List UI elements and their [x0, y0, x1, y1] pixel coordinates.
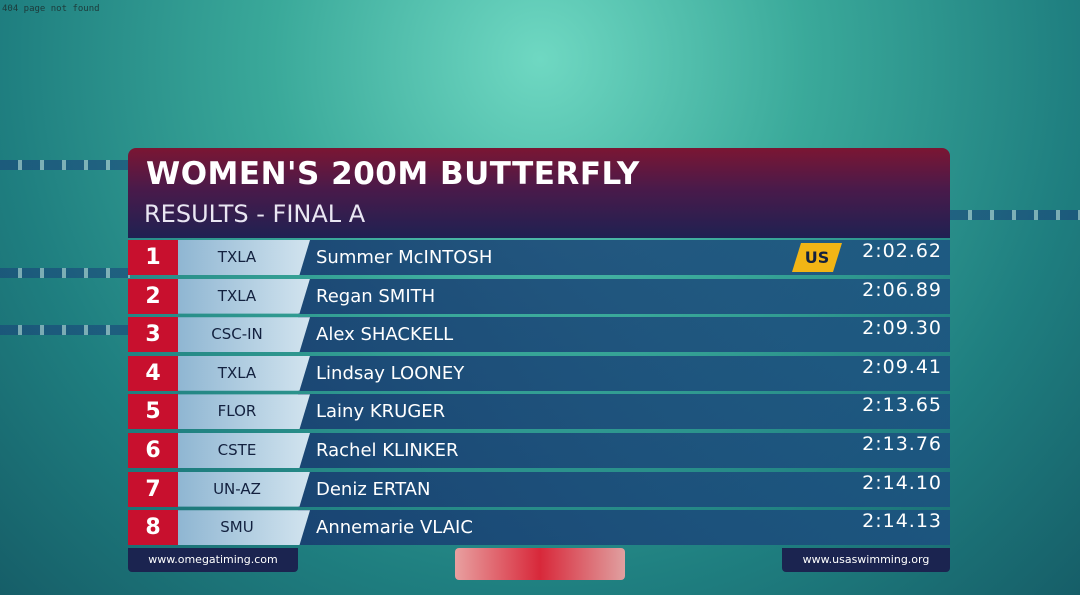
swimmer-name: Alex SHACKELL	[316, 324, 454, 346]
swimmer-name: Annemarie VLAIC	[316, 517, 473, 539]
swimmer-name: Lainy KRUGER	[316, 401, 446, 423]
swimmer-name: Regan SMITH	[316, 285, 436, 307]
row-background	[298, 433, 950, 468]
event-title: WOMEN'S 200M BUTTERFLY	[146, 156, 640, 192]
rank: 8	[128, 510, 178, 546]
row-background	[298, 510, 950, 546]
row-background	[298, 471, 950, 507]
lane-rope	[0, 268, 130, 278]
swimmer-name: Rachel KLINKER	[316, 440, 459, 461]
rank: 7	[128, 471, 178, 507]
time: 2:09.41	[862, 355, 942, 378]
result-row: 5 FLOR Lainy KRUGER 2:13.65	[128, 394, 950, 430]
rank: 4	[128, 355, 178, 391]
result-row: 2 TXLA Regan SMITH 2:06.89	[128, 278, 950, 314]
team: TXLA	[178, 278, 310, 314]
time: 2:14.13	[862, 510, 942, 533]
swimmer-name: Lindsay LOONEY	[316, 362, 465, 384]
row-background	[298, 317, 950, 353]
result-row: 4 TXLA Lindsay LOONEY 2:09.41	[128, 355, 950, 391]
lane-rope	[0, 160, 130, 170]
team: TXLA	[178, 240, 310, 275]
footer-right: www.usaswimming.org	[782, 548, 950, 572]
result-row: 3 CSC-IN Alex SHACKELL 2:09.30	[128, 317, 950, 353]
team: CSTE	[178, 433, 310, 468]
time: 2:02.62	[862, 240, 942, 262]
rank: 1	[128, 240, 178, 275]
header-panel: WOMEN'S 200M BUTTERFLY RESULTS - FINAL A	[128, 148, 950, 238]
team: SMU	[178, 510, 310, 546]
page-note: 404 page not found	[2, 4, 100, 14]
result-row: 8 SMU Annemarie VLAIC 2:14.13	[128, 510, 950, 546]
rank: 3	[128, 317, 178, 353]
team: FLOR	[178, 394, 310, 430]
lane-rope	[950, 210, 1080, 220]
row-background	[298, 278, 950, 314]
time: 2:14.10	[862, 471, 942, 494]
record-badge: US	[792, 243, 842, 272]
time: 2:09.30	[862, 317, 942, 340]
row-background	[298, 240, 950, 275]
sponsor-logo	[455, 548, 625, 580]
rank: 2	[128, 278, 178, 314]
footer-left: www.omegatiming.com	[128, 548, 298, 572]
row-background	[298, 355, 950, 391]
rank: 6	[128, 433, 178, 468]
swimmer-name: Summer McINTOSH	[316, 247, 493, 268]
time: 2:13.76	[862, 433, 942, 455]
row-background	[298, 394, 950, 430]
lane-rope	[0, 325, 130, 335]
time: 2:13.65	[862, 394, 942, 417]
team: TXLA	[178, 355, 310, 391]
event-subtitle: RESULTS - FINAL A	[144, 200, 366, 228]
time: 2:06.89	[862, 278, 942, 301]
rank: 5	[128, 394, 178, 430]
team: CSC-IN	[178, 317, 310, 353]
result-row: 6 CSTE Rachel KLINKER 2:13.76	[128, 433, 950, 468]
result-row: 1 TXLA Summer McINTOSH US 2:02.62	[128, 240, 950, 275]
team: UN-AZ	[178, 471, 310, 507]
result-row: 7 UN-AZ Deniz ERTAN 2:14.10	[128, 471, 950, 507]
swimmer-name: Deniz ERTAN	[316, 478, 431, 500]
